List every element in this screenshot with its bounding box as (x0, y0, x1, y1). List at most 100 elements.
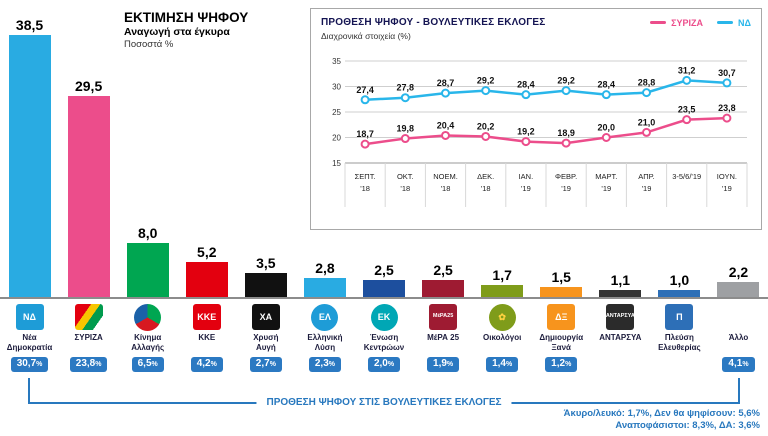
intention-badge: 4,1% (722, 357, 755, 372)
data-point-label: 18,9 (557, 128, 575, 138)
party-logo-8-icon: ΜέΡΑ25 (429, 304, 458, 330)
party-name: ΣΥΡΙΖΑ (74, 333, 103, 342)
data-point-label: 21,0 (638, 117, 656, 127)
line-chart-panel: ΠΡΟΘΕΣΗ ΨΗΦΟΥ - ΒΟΥΛΕΥΤΙΚΕΣ ΕΚΛΟΓΕΣ ΣΥΡΙ… (310, 8, 762, 230)
party-column: 2,2 Άλλο 4,1% (709, 0, 768, 375)
bar-chart-columns: 38,5 ΝΔ Νέα Δημοκρατία 30,7% 29,5 ΣΥΡΙΖΑ 23,8% 8… (0, 0, 768, 375)
bar-area: 5,2 (177, 0, 236, 297)
legend-swatch-icon (650, 21, 667, 24)
bar-value-label: 8,0 (137, 224, 158, 241)
data-point-label: 31,2 (678, 65, 696, 75)
party-column: 29,5 ΣΥΡΙΖΑ 23,8% (59, 0, 118, 375)
data-point (682, 115, 692, 125)
y-tick-label: 20 (332, 134, 341, 143)
party-column: 1,0 Π Πλεύση Ελευθερίας (650, 0, 709, 375)
party-logo-6-icon: ΕΛ (311, 303, 339, 331)
bar-area: 8,0 (118, 0, 177, 297)
bar-area: 38,5 (0, 0, 59, 297)
data-point (682, 75, 692, 85)
x-tick-label-year: '18 (400, 184, 410, 193)
data-point (601, 133, 611, 142)
party-logo-9-icon: ✿ (488, 303, 516, 331)
x-tick-label-year: '19 (601, 184, 611, 193)
x-tick-label-year: '19 (561, 184, 571, 193)
intention-badge: 4,2% (190, 357, 223, 372)
y-tick-label: 15 (332, 159, 341, 168)
party-name: Οικολόγοι (483, 333, 522, 342)
data-point (521, 137, 531, 147)
bar-value-label: 2,2 (728, 264, 749, 281)
party-column: 2,5 ΕΚ Ένωση Κεντρώων 2,0% (354, 0, 413, 375)
bar-value-label: 1,0 (669, 272, 690, 289)
data-point-label: 23,8 (718, 103, 736, 113)
intention-badge: 2,3% (308, 357, 341, 372)
x-tick-label: 3-5/6/'19 (672, 172, 701, 181)
bar-chart-unit-note: Ποσοστά % (124, 39, 174, 50)
party-column: 2,8 ΕΛ Ελληνική Λύση 2,3% (295, 0, 354, 375)
y-tick-label: 25 (332, 108, 341, 117)
party-logo-3-icon (134, 303, 162, 331)
x-tick-label: ΝΟΕΜ. (433, 172, 458, 181)
party-logo-4-icon: ΚΚΕ (192, 304, 221, 330)
data-point-label: 27,4 (356, 85, 374, 95)
bar-value-label: 29,5 (74, 78, 103, 95)
party-name: ΑΝΤΑΡΣΥΑ (599, 333, 642, 342)
vote-intention-bracket: ΠΡΟΘΕΣΗ ΨΗΦΟΥ ΣΤΙΣ ΒΟΥΛΕΥΤΙΚΕΣ ΕΚΛΟΓΕΣ (28, 378, 740, 408)
party-name: ΜέΡΑ 25 (427, 333, 460, 342)
bar-chart-header: ΕΚΤΙΜΗΣΗ ΨΗΦΟΥ Αναγωγή στα έγκυρα Ποσοστ… (124, 10, 248, 50)
bracket-left-connector (28, 378, 30, 404)
data-point (642, 127, 651, 137)
party-column: 1,1 ΑΝΤΑΡΣΥΑ ΑΝΤΑΡΣΥΑ (591, 0, 650, 375)
bar-area: 1,7 (473, 0, 532, 297)
legend-label: ΣΥΡΙΖΑ (671, 17, 704, 28)
bar (126, 242, 169, 297)
y-tick-label: 30 (332, 83, 341, 92)
x-tick-label-year: '18 (441, 184, 451, 193)
bar-area: 2,5 (354, 0, 413, 297)
party-logo-7-icon: ΕΚ (370, 303, 398, 331)
footnote-line-1: Άκυρο/λευκό: 1,7%, Δεν θα ψηφίσουν: 5,6% (563, 408, 760, 419)
x-tick-label: ΣΕΠΤ. (355, 172, 376, 181)
bar (185, 261, 228, 297)
x-tick-label: ΙΟΥΝ. (717, 172, 737, 181)
legend-item-ΣΥΡΙΖΑ: ΣΥΡΙΖΑ (650, 18, 703, 28)
bar (244, 273, 287, 297)
bar-area: 2,2 (709, 0, 768, 297)
y-tick-label: 35 (332, 57, 341, 66)
bar-area: 3,5 (236, 0, 295, 297)
bar (67, 96, 110, 297)
intention-badge: 1,4% (486, 357, 519, 372)
data-point-label: 28,4 (517, 80, 535, 90)
data-point-label: 29,2 (557, 76, 575, 86)
bar-area: 1,0 (650, 0, 709, 297)
party-name: Δημιουργία Ξανά (539, 333, 584, 352)
bar-chart-baseline (0, 297, 768, 299)
data-point (601, 90, 611, 100)
data-point-label: 20,0 (598, 123, 616, 133)
data-point-label: 23,5 (678, 105, 696, 115)
line-chart-legend: ΣΥΡΙΖΑ ΝΔ (650, 18, 751, 28)
bar (481, 285, 524, 297)
series-line-ΣΥΡΙΖΑ (364, 116, 727, 146)
data-point-label: 30,7 (718, 68, 736, 78)
party-column: 3,5 ΧΑ Χρυσή Αυγή 2,7% (236, 0, 295, 375)
series-line-ΝΔ (365, 79, 727, 102)
line-chart-subtitle: Διαχρονικά στοιχεία (%) (321, 31, 411, 41)
data-point-label: 20,4 (437, 120, 455, 130)
data-point (360, 139, 370, 149)
data-point (400, 134, 410, 144)
party-column: 8,0 Κίνημα Αλλαγής 6,5% (118, 0, 177, 375)
bar (303, 277, 346, 297)
intention-badge: 6,5% (131, 357, 164, 372)
bracket-label: ΠΡΟΘΕΣΗ ΨΗΦΟΥ ΣΤΙΣ ΒΟΥΛΕΥΤΙΚΕΣ ΕΚΛΟΓΕΣ (256, 397, 512, 408)
bar-area: 1,5 (532, 0, 591, 297)
intention-badge: 1,9% (427, 357, 460, 372)
intention-badge: 2,0% (367, 357, 401, 372)
party-name: Νέα Δημοκρατία (6, 333, 53, 352)
party-logo-11-icon: ΑΝΤΑΡΣΥΑ (606, 304, 635, 330)
bar-chart-title: ΕΚΤΙΜΗΣΗ ΨΗΦΟΥ (124, 10, 249, 25)
data-point-label: 27,8 (397, 83, 415, 93)
footnote-line-2: Αναποφάσιστοι: 8,3%, ΔΑ: 3,6% (615, 420, 760, 432)
data-point (642, 88, 651, 98)
